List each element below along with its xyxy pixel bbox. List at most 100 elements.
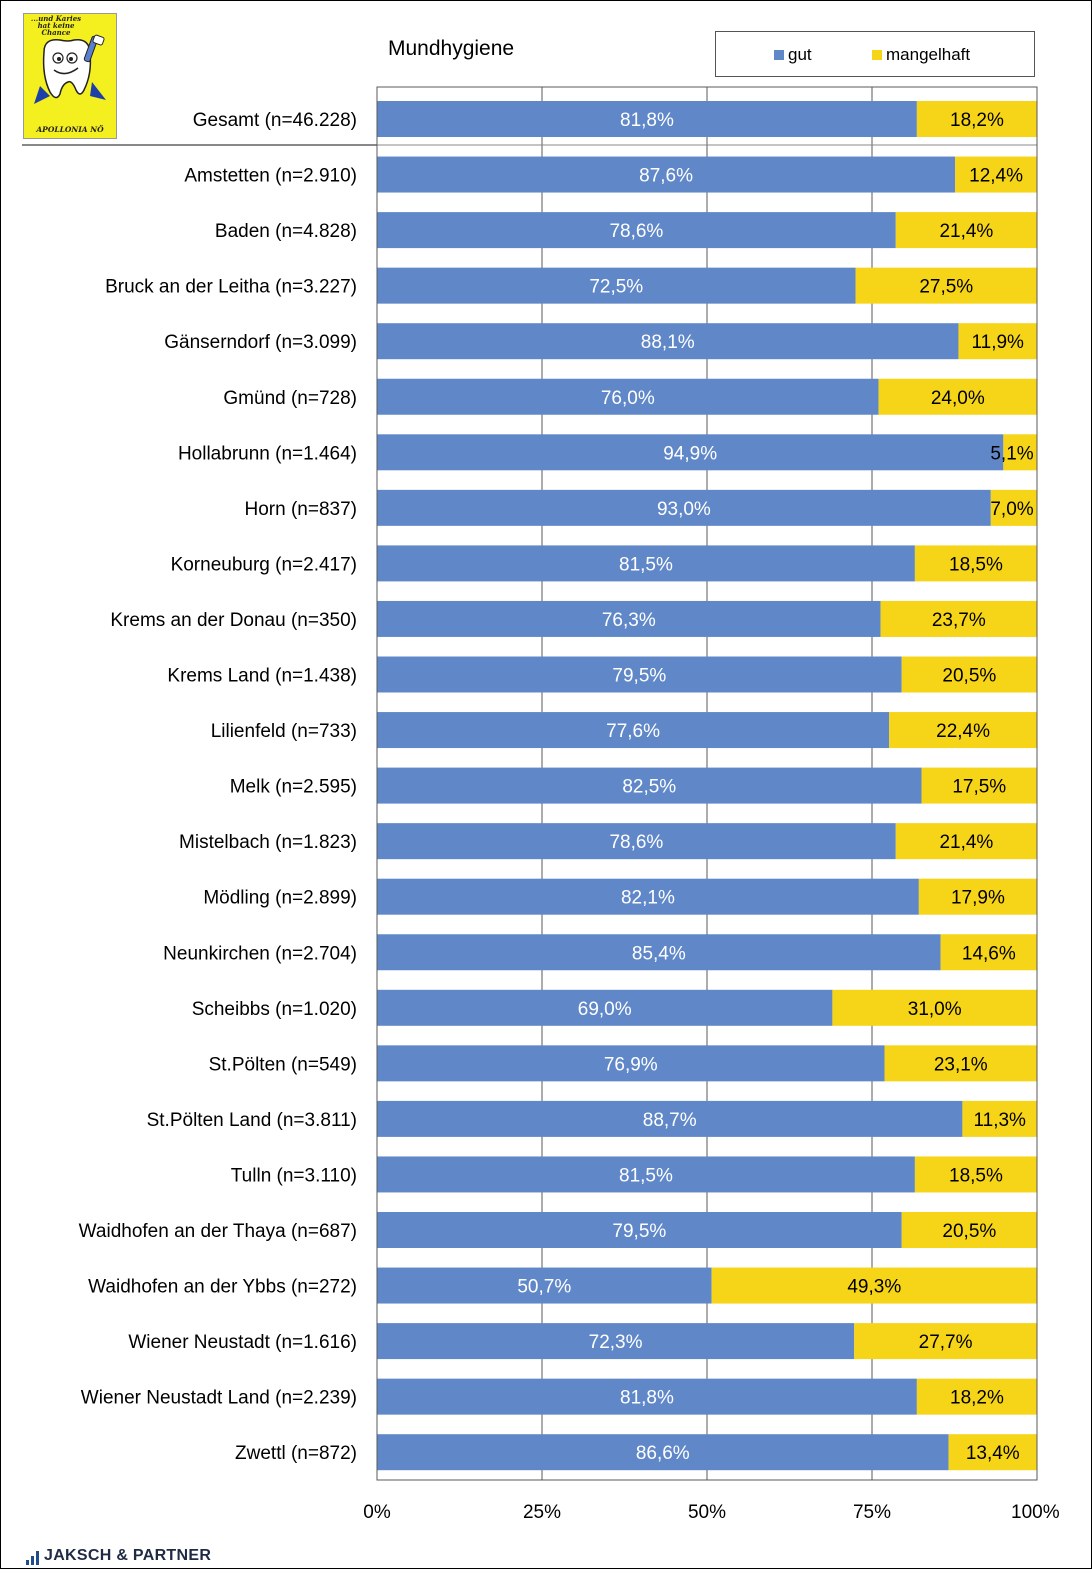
bar-gut bbox=[377, 1212, 902, 1248]
bar-gut bbox=[377, 878, 919, 915]
bar-mangelhaft bbox=[884, 1045, 1037, 1082]
bar-gut bbox=[377, 1045, 885, 1082]
bar-mangelhaft bbox=[916, 1378, 1037, 1415]
category-label: Melk (n=2.595) bbox=[230, 777, 357, 798]
bar-mangelhaft bbox=[918, 878, 1037, 915]
data-label-gut: 87,6% bbox=[639, 166, 693, 187]
data-label-mangelhaft: 21,4% bbox=[939, 832, 993, 853]
data-label-mangelhaft: 18,2% bbox=[950, 110, 1004, 131]
legend-label-mangelhaft: mangelhaft bbox=[886, 45, 971, 64]
data-label-gut: 81,8% bbox=[620, 1388, 674, 1409]
data-label-mangelhaft: 11,3% bbox=[973, 1110, 1026, 1131]
data-label-mangelhaft: 20,5% bbox=[942, 1221, 996, 1242]
category-label: St.Pölten (n=549) bbox=[209, 1054, 357, 1075]
logo-tagline: ...und Karies hat keine Chance bbox=[30, 14, 82, 37]
data-label-mangelhaft: 5,1% bbox=[990, 443, 1033, 464]
data-label-gut: 81,5% bbox=[619, 1165, 673, 1186]
chart-legend: gut mangelhaft bbox=[715, 31, 1035, 77]
data-label-gut: 82,5% bbox=[622, 777, 676, 798]
data-label-mangelhaft: 12,4% bbox=[969, 166, 1023, 187]
data-label-mangelhaft: 17,9% bbox=[951, 888, 1005, 909]
data-label-gut: 76,9% bbox=[604, 1054, 658, 1075]
data-label-gut: 79,5% bbox=[612, 1221, 666, 1242]
x-tick-label: 75% bbox=[853, 1502, 891, 1523]
category-label: Krems an der Donau (n=350) bbox=[110, 610, 357, 631]
bar-gut bbox=[377, 101, 917, 137]
data-label-gut: 81,8% bbox=[620, 110, 674, 131]
bar-gut bbox=[377, 545, 915, 582]
category-label: Baden (n=4.828) bbox=[215, 221, 357, 242]
category-label: St.Pölten Land (n=3.811) bbox=[147, 1110, 357, 1131]
category-label: Bruck an der Leitha (n=3.227) bbox=[105, 277, 357, 298]
data-label-mangelhaft: 49,3% bbox=[847, 1277, 901, 1298]
data-label-gut: 76,0% bbox=[601, 388, 655, 409]
data-label-gut: 78,6% bbox=[609, 221, 663, 242]
data-label-gut: 50,7% bbox=[517, 1277, 571, 1298]
data-label-mangelhaft: 27,7% bbox=[919, 1332, 973, 1353]
category-label: Wiener Neustadt (n=1.616) bbox=[128, 1332, 357, 1353]
bar-mangelhaft bbox=[955, 156, 1037, 193]
bar-gut bbox=[377, 656, 902, 693]
bar-mangelhaft bbox=[889, 712, 1037, 749]
category-label: Waidhofen an der Thaya (n=687) bbox=[79, 1221, 357, 1242]
bar-mangelhaft bbox=[990, 489, 1037, 526]
bar-mangelhaft bbox=[895, 212, 1037, 249]
data-label-gut: 72,5% bbox=[589, 277, 643, 298]
chart-title: Mundhygiene bbox=[388, 37, 515, 60]
category-label: Wiener Neustadt Land (n=2.239) bbox=[81, 1388, 357, 1409]
data-label-gut: 79,5% bbox=[612, 666, 666, 687]
data-label-gut: 69,0% bbox=[578, 999, 632, 1020]
data-label-gut: 72,3% bbox=[589, 1332, 643, 1353]
data-label-mangelhaft: 18,5% bbox=[949, 554, 1003, 575]
x-tick-label: 0% bbox=[363, 1502, 391, 1523]
category-label: Gesamt (n=46.228) bbox=[193, 110, 357, 131]
data-label-mangelhaft: 14,6% bbox=[962, 943, 1016, 964]
plot-border bbox=[376, 86, 1038, 1481]
bar-gut bbox=[377, 1378, 917, 1415]
bar-gut bbox=[377, 156, 956, 193]
data-label-gut: 78,6% bbox=[609, 832, 663, 853]
legend-swatch-gut bbox=[774, 50, 784, 60]
category-label: Mödling (n=2.899) bbox=[203, 888, 357, 909]
bar-mangelhaft bbox=[921, 767, 1037, 804]
category-label: Horn (n=837) bbox=[245, 499, 357, 520]
bar-mangelhaft bbox=[895, 823, 1037, 860]
data-label-gut: 88,7% bbox=[643, 1110, 697, 1131]
category-label: Gänserndorf (n=3.099) bbox=[164, 332, 357, 353]
bar-mangelhaft bbox=[914, 1156, 1037, 1193]
bar-gut bbox=[377, 212, 896, 249]
bar-mangelhaft bbox=[832, 989, 1037, 1026]
data-label-mangelhaft: 17,5% bbox=[952, 777, 1006, 798]
bar-gut bbox=[377, 1434, 949, 1471]
bar-mangelhaft bbox=[711, 1267, 1037, 1304]
bar-mangelhaft bbox=[901, 1212, 1037, 1248]
data-label-mangelhaft: 27,5% bbox=[919, 277, 973, 298]
bar-gut bbox=[377, 1100, 963, 1137]
data-label-mangelhaft: 22,4% bbox=[936, 721, 990, 742]
bar-mangelhaft bbox=[914, 545, 1037, 582]
data-label-gut: 93,0% bbox=[657, 499, 711, 520]
category-label: Mistelbach (n=1.823) bbox=[179, 832, 357, 853]
x-tick-label: 50% bbox=[688, 1502, 726, 1523]
bar-gut bbox=[377, 934, 941, 971]
bar-mangelhaft bbox=[1003, 434, 1037, 471]
bar-gut bbox=[377, 434, 1004, 471]
legend-swatch-mangelhaft bbox=[872, 50, 882, 60]
x-tick-label: 25% bbox=[523, 1502, 561, 1523]
legend-item-gut: gut bbox=[774, 45, 812, 65]
bar-mangelhaft bbox=[948, 1434, 1037, 1471]
category-label: Korneuburg (n=2.417) bbox=[171, 554, 357, 575]
bar-chart-icon bbox=[26, 1551, 39, 1565]
data-label-mangelhaft: 21,4% bbox=[939, 221, 993, 242]
data-label-gut: 88,1% bbox=[641, 332, 695, 353]
bar-gut bbox=[377, 1267, 712, 1304]
bar-gut bbox=[377, 600, 881, 637]
data-label-gut: 85,4% bbox=[632, 943, 686, 964]
tooth-mascot-icon bbox=[34, 34, 106, 104]
bar-mangelhaft bbox=[940, 934, 1037, 971]
data-label-mangelhaft: 24,0% bbox=[931, 388, 985, 409]
bar-mangelhaft bbox=[901, 656, 1037, 693]
category-label: Waidhofen an der Ybbs (n=272) bbox=[88, 1277, 357, 1298]
data-label-gut: 76,3% bbox=[602, 610, 656, 631]
bar-gut bbox=[377, 1156, 915, 1193]
